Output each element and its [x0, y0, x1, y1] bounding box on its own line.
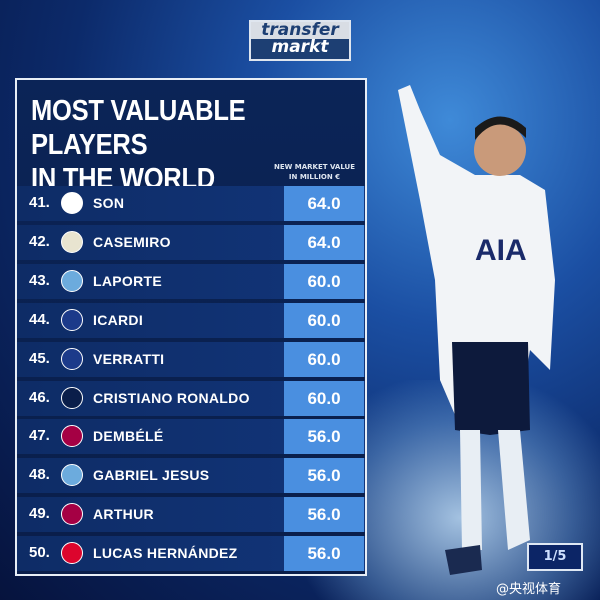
market-value: 56.0 [284, 536, 364, 572]
player-rank: 44. [29, 310, 50, 328]
player-rank: 42. [29, 232, 50, 250]
market-value: 56.0 [284, 458, 364, 494]
page-title: MOST VALUABLE PLAYERS IN THE WORLD [31, 94, 325, 196]
player-rank: 45. [29, 349, 50, 367]
market-value: 60.0 [284, 302, 364, 338]
player-rank: 47. [29, 427, 50, 445]
column-header-line-1: NEW MARKET VALUE [273, 163, 355, 171]
transfermarkt-logo: transfer markt [249, 20, 351, 61]
psg-crest-icon [61, 308, 83, 331]
player-name: CRISTIANO RONALDO [93, 389, 250, 406]
market-value: 56.0 [284, 497, 364, 533]
player-name: GABRIEL JESUS [93, 467, 210, 484]
tottenham-crest-icon [61, 192, 83, 214]
player-row: 43. LAPORTE 60.0 [17, 263, 365, 299]
player-rank: 43. [29, 271, 50, 289]
player-rank: 41. [29, 194, 50, 211]
player-row: 44. ICARDI 60.0 [17, 302, 365, 338]
player-name: DEMBÉLÉ [93, 428, 164, 445]
player-row: 49. ARTHUR 56.0 [17, 497, 365, 533]
ranking-panel: MOST VALUABLE PLAYERS IN THE WORLD NEW M… [15, 78, 367, 576]
player-name: SON [93, 195, 125, 211]
player-rank: 46. [29, 388, 50, 406]
title-line-1: MOST VALUABLE PLAYERS [31, 95, 246, 161]
player-row: 46. CRISTIANO RONALDO 60.0 [17, 380, 365, 416]
player-name: ARTHUR [93, 506, 154, 523]
player-row: 45. VERRATTI 60.0 [17, 341, 365, 377]
man-city-crest-icon [61, 464, 83, 487]
player-name: VERRATTI [93, 350, 165, 367]
real-madrid-crest-icon [61, 230, 83, 253]
column-header: NEW MARKET VALUE IN MILLION € [274, 162, 355, 182]
player-name: LAPORTE [93, 272, 162, 289]
market-value: 64.0 [284, 186, 364, 221]
barcelona-crest-icon [61, 503, 83, 526]
column-header-line-2: IN MILLION € [288, 173, 341, 181]
svg-text:AIA: AIA [475, 234, 527, 267]
player-rank: 49. [29, 505, 50, 523]
man-city-crest-icon [61, 269, 83, 292]
psg-crest-icon [61, 347, 83, 370]
player-name: LUCAS HERNÁNDEZ [93, 545, 238, 562]
player-name: ICARDI [93, 311, 144, 328]
player-name: CASEMIRO [93, 233, 171, 250]
juventus-crest-icon [61, 386, 83, 409]
player-row: 50. LUCAS HERNÁNDEZ 56.0 [17, 536, 365, 572]
player-row: 42. CASEMIRO 64.0 [17, 224, 365, 260]
logo-text-top: transfer [251, 22, 349, 39]
market-value: 60.0 [284, 263, 364, 299]
logo-text-bottom: markt [271, 37, 329, 57]
player-row: 48. GABRIEL JESUS 56.0 [17, 458, 365, 494]
watermark: @央视体育 [496, 582, 562, 597]
market-value: 64.0 [284, 224, 364, 260]
player-row: 47. DEMBÉLÉ 56.0 [17, 419, 365, 455]
market-value: 60.0 [284, 380, 364, 416]
market-value: 56.0 [284, 419, 364, 455]
player-rank: 50. [29, 544, 50, 562]
player-row: 41. SON 64.0 [17, 186, 365, 221]
bayern-crest-icon [61, 542, 83, 565]
barcelona-crest-icon [61, 425, 83, 448]
market-value: 60.0 [284, 341, 364, 377]
player-rank: 48. [29, 466, 50, 484]
pagination-indicator: 1/5 [527, 543, 583, 571]
player-photo: AIA [398, 85, 555, 575]
